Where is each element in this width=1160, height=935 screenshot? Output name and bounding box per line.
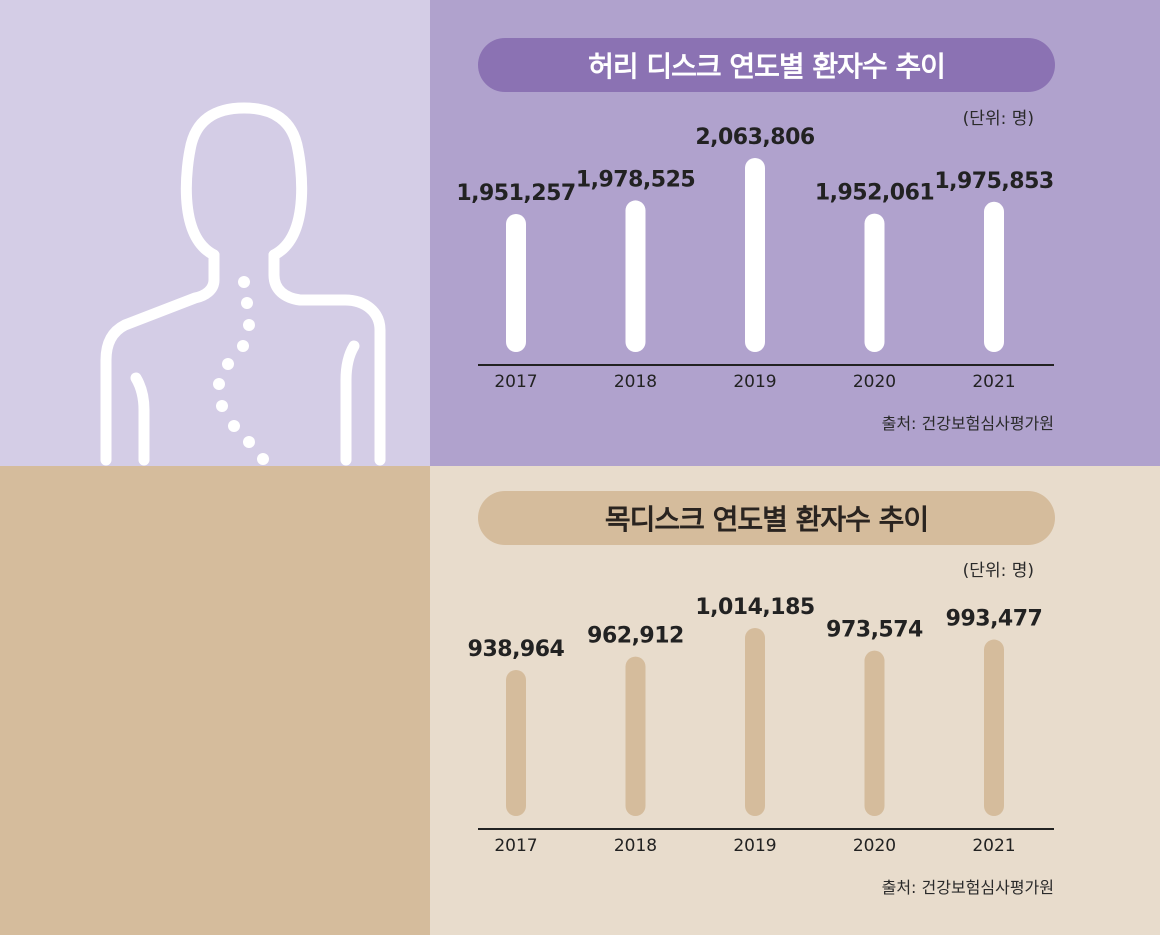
data-label-2017: 1,951,257 bbox=[456, 181, 575, 206]
x-tick-label-2021: 2021 bbox=[972, 372, 1015, 392]
chart-panel-neck-disc: 목디스크 연도별 환자수 추이 (단위: 명) 938,964 2017 962,9… bbox=[430, 466, 1160, 935]
data-label-2021: 1,975,853 bbox=[934, 169, 1053, 194]
human-spine-outline-icon bbox=[100, 102, 386, 466]
bar-2021 bbox=[984, 639, 1004, 816]
illustration-panel bbox=[0, 0, 430, 466]
bar-2017 bbox=[506, 214, 526, 352]
bar-2020 bbox=[864, 213, 885, 352]
bar-2018 bbox=[625, 656, 646, 816]
data-label-2020: 1,952,061 bbox=[815, 181, 934, 206]
data-label-2020: 973,574 bbox=[826, 618, 923, 643]
unit-label: (단위: 명) bbox=[962, 561, 1034, 581]
chart-panel-lumbar-disc: 허리 디스크 연도별 환자수 추이 (단위: 명) 1,951,257 2017 1… bbox=[430, 0, 1160, 466]
x-tick-label-2017: 2017 bbox=[494, 372, 537, 392]
data-label-2019: 1,014,185 bbox=[695, 595, 814, 620]
x-tick-label-2018: 2018 bbox=[614, 372, 657, 392]
bar-chart-lumbar-disc: 1,951,257 2017 1,978,525 2018 2,063,806 2019 1… bbox=[456, 125, 1054, 392]
data-label-2017: 938,964 bbox=[468, 637, 565, 662]
bar-2019 bbox=[745, 158, 765, 352]
bar-2019 bbox=[745, 628, 765, 816]
source-label: 출처: 건강보험심사평가원 bbox=[881, 878, 1054, 897]
x-tick-label-2020: 2020 bbox=[853, 372, 896, 392]
x-tick-label-2017: 2017 bbox=[494, 836, 537, 856]
unit-label: (단위: 명) bbox=[962, 109, 1034, 129]
bar-2017 bbox=[506, 670, 526, 816]
x-tick-label-2019: 2019 bbox=[733, 372, 776, 392]
x-tick-label-2020: 2020 bbox=[853, 836, 896, 856]
data-label-2018: 962,912 bbox=[587, 624, 684, 649]
chart-title: 허리 디스크 연도별 환자수 추이 bbox=[478, 38, 1055, 92]
x-tick-label-2018: 2018 bbox=[614, 836, 657, 856]
data-label-2021: 993,477 bbox=[946, 607, 1043, 632]
data-label-2019: 2,063,806 bbox=[695, 125, 815, 150]
bar-2018 bbox=[625, 200, 646, 352]
decorative-panel bbox=[0, 466, 430, 935]
x-tick-label-2021: 2021 bbox=[972, 836, 1015, 856]
x-tick-label-2019: 2019 bbox=[733, 836, 776, 856]
bar-chart-neck-disc: 938,964 2017 962,912 2018 1,014,185 2019 973,5… bbox=[468, 595, 1054, 856]
chart-title: 목디스크 연도별 환자수 추이 bbox=[478, 491, 1055, 545]
data-label-2018: 1,978,525 bbox=[576, 167, 695, 192]
bar-2021 bbox=[984, 201, 1004, 352]
source-label: 출처: 건강보험심사평가원 bbox=[881, 414, 1054, 433]
bar-2020 bbox=[864, 650, 885, 816]
